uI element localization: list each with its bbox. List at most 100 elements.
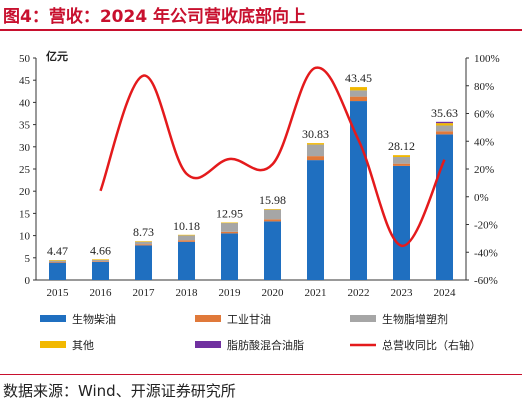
yoy-line: [99, 66, 446, 247]
legend-swatch: [195, 315, 221, 322]
bar-segment: [49, 262, 66, 280]
legend-label: 工业甘油: [227, 312, 271, 326]
bar-segment: [436, 121, 453, 124]
x-tick-label: 2020: [262, 287, 285, 299]
y-right-tick-label: 60%: [474, 109, 494, 121]
legend-label: 脂肪酸混合油脂: [227, 338, 304, 352]
y-right-tick-label: 40%: [474, 136, 494, 148]
bar-total-label: 30.83: [302, 127, 329, 141]
source-rule: [0, 374, 522, 375]
y-right-tick-label: 80%: [474, 81, 494, 93]
legend-swatch: [40, 315, 66, 322]
bar-segment: [49, 260, 66, 263]
bar-segment: [436, 125, 453, 132]
bar-total-label: 15.98: [259, 193, 286, 207]
legend-label: 总营收同比（右轴）: [382, 338, 481, 352]
bar-total-label: 4.66: [90, 243, 111, 257]
bar-segment: [393, 157, 410, 164]
bar-segment: [135, 241, 152, 242]
x-tick-label: 2017: [133, 287, 156, 299]
y-right-tick-label: -20%: [474, 220, 498, 232]
bar-total-label: 43.45: [345, 71, 372, 85]
y-left-tick-label: 5: [25, 253, 31, 265]
x-tick-label: 2021: [305, 287, 327, 299]
y-left-tick-label: 45: [19, 75, 31, 87]
bar-segment: [135, 244, 152, 246]
title-rule: [0, 29, 522, 31]
y-left-tick-label: 40: [19, 97, 31, 109]
bar-segment: [350, 96, 367, 102]
bar-segment: [264, 219, 281, 222]
x-tick-label: 2024: [434, 287, 457, 299]
y-right-tick-label: 20%: [474, 164, 494, 176]
y-left-tick-label: 10: [19, 231, 31, 243]
bar-segment: [436, 123, 453, 126]
y-left-unit-label: 亿元: [46, 49, 68, 63]
bar-segment: [264, 221, 281, 280]
y-left-tick-label: 50: [19, 53, 31, 65]
bar-segment: [307, 144, 324, 157]
bar-segment: [393, 163, 410, 166]
legend-label: 其他: [72, 339, 94, 352]
data-labels: 4.47 4.66 8.73 10.18 12.95 15.98 30.83 43.45 28.…: [47, 71, 458, 258]
bar-segment: [393, 165, 410, 280]
x-tick-label: 2016: [90, 287, 113, 299]
bar-segment: [178, 240, 195, 242]
figure-title: 图4：营收：2024 年公司营收底部向上: [3, 7, 307, 27]
bar-segment: [92, 261, 109, 262]
bar-segment: [221, 233, 238, 280]
bar-segment: [350, 101, 367, 281]
bar-segment: [92, 259, 109, 262]
bar-segment: [135, 241, 152, 245]
y-left-tick-label: 20: [19, 186, 31, 198]
bar-segment: [350, 87, 367, 91]
y-right-tick-label: 0%: [474, 192, 489, 204]
bar-segment: [178, 241, 195, 280]
bar-segment: [350, 90, 367, 97]
bar-total-label: 35.63: [431, 106, 458, 120]
bar-total-label: 10.18: [173, 219, 200, 233]
source-note: 数据来源：Wind、开源证券研究所: [3, 382, 236, 400]
legend-swatch: [40, 341, 66, 348]
bar-segment: [307, 156, 324, 161]
bar-segment: [49, 260, 66, 261]
bar-segment: [436, 131, 453, 135]
y-left-tick-label: 15: [19, 208, 31, 220]
bar-segment: [393, 155, 410, 158]
bar-segment: [436, 134, 453, 280]
revenue-chart: 0 5 10 15 20 25 30 35 40 45 50 -60% -40% -20% 0% 20% 40%…: [19, 49, 500, 352]
x-tick-label: 2023: [391, 287, 414, 299]
x-tick-label: 2019: [219, 287, 242, 299]
bar-segment: [307, 160, 324, 280]
x-tick-label: 2022: [348, 287, 370, 299]
bar-segment: [92, 261, 109, 280]
bar-segment: [49, 262, 66, 263]
bar-total-label: 12.95: [216, 207, 243, 221]
bar-segment: [221, 231, 238, 234]
bar-segment: [178, 234, 195, 236]
yoy-line-series: [99, 66, 446, 247]
y-left-tick-label: 0: [25, 275, 31, 287]
legend-label: 生物柴油: [72, 312, 116, 326]
bar-segment: [92, 259, 109, 260]
bar-segment: [178, 235, 195, 241]
chart-axes: 0 5 10 15 20 25 30 35 40 45 50 -60% -40% -20% 0% 20% 40%…: [19, 49, 500, 299]
y-right-tick-label: 100%: [474, 53, 500, 65]
legend-label: 生物脂增塑剂: [382, 312, 448, 326]
y-right-tick-label: -60%: [474, 275, 498, 287]
bar-segment: [264, 209, 281, 220]
bar-segment: [135, 245, 152, 280]
x-tick-label: 2015: [47, 287, 70, 299]
bar-segment: [307, 143, 324, 145]
y-left-tick-label: 25: [19, 164, 31, 176]
y-right-tick-label: -40%: [474, 247, 498, 259]
legend-swatch: [195, 341, 221, 348]
bar-segment: [221, 222, 238, 224]
y-left-tick-label: 35: [19, 120, 31, 132]
bar-total-label: 28.12: [388, 139, 415, 153]
x-tick-label: 2018: [176, 287, 199, 299]
bar-total-label: 4.47: [47, 244, 68, 258]
y-left-tick-label: 30: [19, 142, 31, 154]
bar-total-label: 8.73: [133, 225, 154, 239]
